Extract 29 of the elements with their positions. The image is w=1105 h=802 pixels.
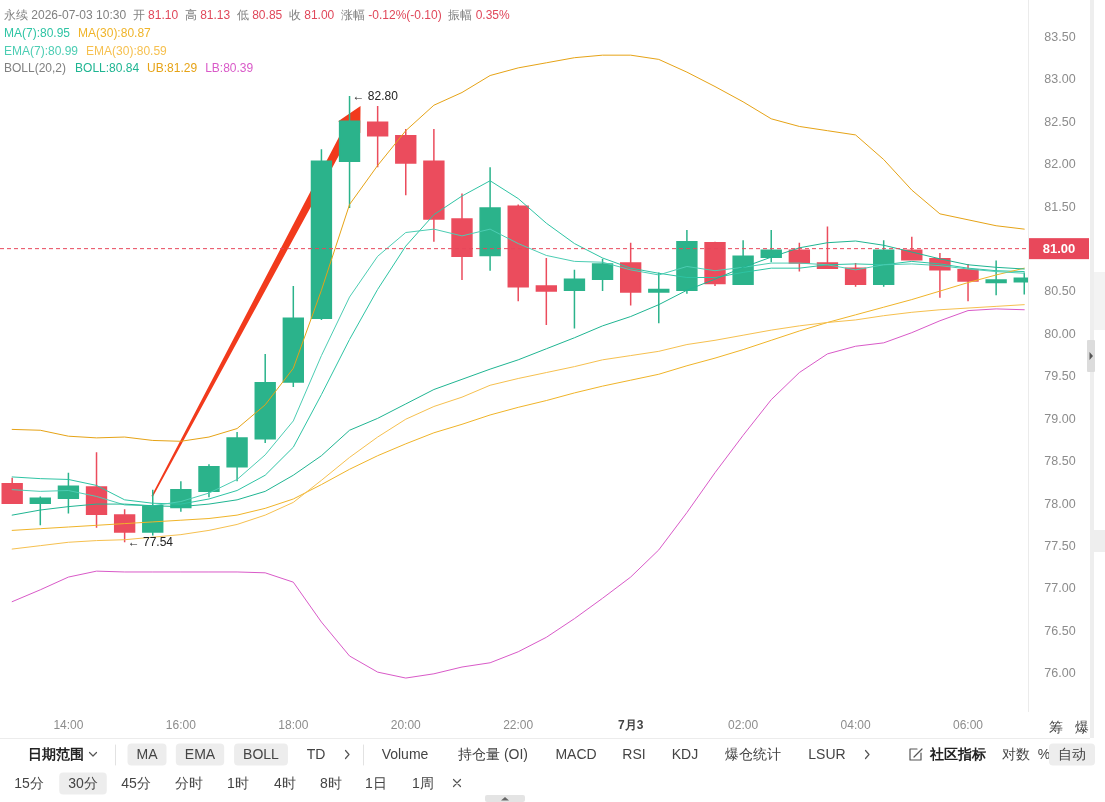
ytick: 79.50	[1044, 369, 1076, 384]
ytick: 76.50	[1044, 623, 1076, 638]
xtick: 20:00	[390, 718, 421, 732]
xtick: 22:00	[503, 718, 534, 732]
annotation: ← 82.80	[352, 89, 398, 104]
annotation: ← 77.54	[127, 535, 173, 550]
xtick: 18:00	[278, 718, 309, 732]
legend-prefix: BOLL(20,2)	[4, 61, 67, 75]
ytick: 81.50	[1044, 199, 1076, 214]
ytick: 80.50	[1044, 284, 1076, 299]
ref-label: 81.00	[1042, 241, 1076, 257]
ytick: 76.00	[1044, 666, 1076, 681]
ytick: 77.50	[1044, 538, 1076, 553]
xtick: 16:00	[165, 718, 196, 732]
ytick: 82.50	[1044, 114, 1076, 129]
ytick: 79.00	[1044, 411, 1076, 426]
ytick: 82.00	[1044, 157, 1076, 172]
xtick: 14:00	[53, 718, 84, 732]
title: 永续 2026-07-03 10:30 开 81.10 高 81.13 低 80.85 收 81.00 涨幅 -0.12%(-0.10) 振幅 0.35%	[4, 8, 510, 22]
xtick: 7月3	[618, 718, 644, 732]
xtick: 04:00	[840, 718, 871, 732]
ytick: 78.50	[1044, 454, 1076, 469]
ytick: 77.00	[1044, 581, 1076, 596]
ytick: 83.00	[1044, 72, 1076, 87]
xtick: 06:00	[953, 718, 984, 732]
ytick: 80.00	[1044, 326, 1076, 341]
ytick: 83.50	[1044, 29, 1076, 44]
xtick: 02:00	[728, 718, 759, 732]
ytick: 78.00	[1044, 496, 1076, 511]
